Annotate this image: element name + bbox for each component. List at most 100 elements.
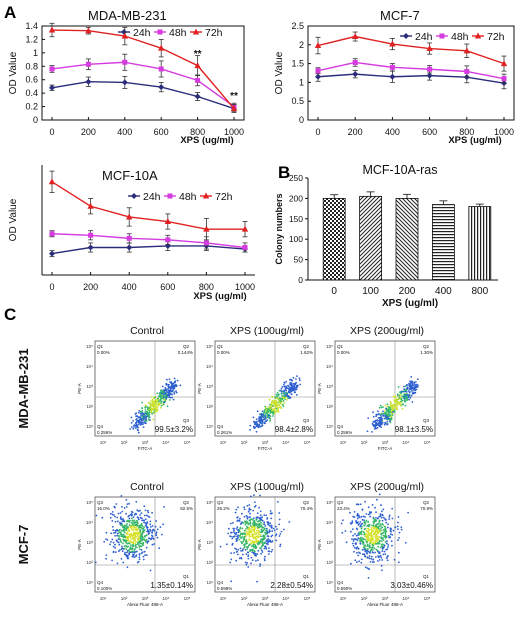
legend-label: 24h — [133, 27, 151, 39]
legend-label: 48h — [451, 31, 469, 43]
x-decade-tick: 10² — [121, 596, 128, 601]
series-line-24h — [51, 245, 246, 255]
column-title: XPS (100ug/ml) — [230, 325, 304, 337]
quadrant-value: 1.62% — [300, 350, 313, 355]
axis-decade-ticks: 10¹ 10¹ 10² 10² 10³ 10³ 10⁴ 10⁴ 10⁵ 10⁵ — [86, 500, 191, 601]
quadrant-label: Q2 — [423, 344, 430, 349]
y-tick-label: 250 — [289, 173, 303, 183]
event-dots — [249, 375, 302, 433]
quadrant-label: Q1 — [337, 344, 344, 349]
x-tick-label: 800 — [459, 127, 474, 137]
event-dots — [366, 376, 419, 433]
y-decade-tick: 10¹ — [326, 424, 333, 429]
quadrant-label: Q4 — [97, 424, 104, 429]
plot-frame — [41, 25, 245, 121]
y-tick-label: 0.8 — [25, 61, 38, 71]
quadrant-label: Q1 — [303, 574, 310, 579]
data-point — [194, 93, 201, 100]
x-tick-label: 600 — [422, 127, 437, 137]
x-decade-tick: 10⁵ — [304, 440, 311, 445]
plot-frame — [334, 496, 436, 593]
chart-mcf-10a-ras: 0 50 100 150 200 250 0 100 200 400 800 MCF-10A-ras X… — [274, 163, 498, 309]
quadrant-label: Q2 — [303, 500, 310, 505]
legend-marker — [439, 33, 445, 39]
quadrant-label: Q3 — [337, 500, 344, 505]
x-tick-label: 600 — [160, 282, 175, 292]
y-decade-tick: 10³ — [86, 384, 93, 389]
quadrant-label: Q1 — [97, 344, 104, 349]
y-tick-label: 2.5 — [291, 21, 304, 31]
y-tick-label: 1 — [299, 77, 304, 87]
legend-marker — [403, 33, 409, 39]
y-decade-tick: 10² — [206, 404, 213, 409]
x-tick-label: 600 — [154, 127, 169, 137]
data-point — [121, 79, 128, 86]
y-tick-label: 150 — [289, 214, 303, 224]
chart-title: MCF-10A — [102, 168, 158, 183]
plot-frame — [307, 25, 515, 121]
data-point — [85, 61, 91, 67]
quadrant-value: 0.256% — [97, 430, 112, 435]
quadrant-label: Q1 — [217, 344, 224, 349]
series-line-72h — [317, 35, 505, 65]
row-label: MDA-MB-231 — [16, 348, 31, 428]
significance-marker: ** — [194, 49, 202, 60]
x-axis-label: Alexa Fluor 488-A — [367, 602, 403, 607]
x-tick-label: 800 — [190, 127, 205, 137]
x-decade-tick: 10³ — [142, 440, 149, 445]
quadrant-label: Q1 — [183, 574, 190, 579]
quadrant-label: Q2 — [183, 500, 190, 505]
legend-marker — [192, 28, 200, 35]
y-decade-tick: 10¹ — [206, 424, 213, 429]
legend-label: 72h — [487, 31, 505, 43]
row-label: MCF-7 — [16, 525, 31, 565]
y-tick-label: 50 — [294, 255, 304, 265]
y-decade-tick: 10³ — [206, 540, 213, 545]
main-percentage: 99.5±3.2% — [155, 425, 193, 434]
quadrant-label: Q2 — [423, 500, 430, 505]
axis-decade-ticks: 10¹ 10¹ 10² 10² 10³ 10³ 10⁴ 10⁴ 10⁵ 10⁵ — [326, 344, 431, 445]
bar — [468, 206, 492, 281]
event-dots — [340, 493, 409, 579]
x-decade-tick: 10⁵ — [424, 596, 431, 601]
y-decade-tick: 10³ — [86, 540, 93, 545]
y-axis-label: OD Value — [274, 51, 285, 94]
quadrant-value: 0.598% — [217, 586, 232, 591]
column-title: XPS (200ug/ml) — [350, 325, 424, 337]
x-decade-tick: 10² — [121, 440, 128, 445]
x-decade-tick: 10⁴ — [283, 440, 290, 445]
y-decade-tick: 10⁵ — [86, 344, 93, 349]
quadrant-value: 0.00% — [97, 350, 110, 355]
y-decade-tick: 10⁴ — [206, 364, 213, 369]
quadrant-value: 23.4% — [337, 506, 350, 511]
y-axis-label: OD Value — [8, 51, 19, 94]
x-tick-label: 200 — [399, 286, 416, 297]
main-percentage: 2.28±0.54% — [270, 581, 313, 590]
y-decade-tick: 10³ — [326, 540, 333, 545]
x-tick-label: 400 — [122, 282, 137, 292]
quadrant-label: Q4 — [337, 424, 344, 429]
data-point — [463, 47, 470, 54]
y-tick-label: 0.6 — [25, 75, 38, 85]
quadrant-value: 16.0% — [97, 506, 110, 511]
y-tick-label: 0 — [33, 115, 38, 125]
x-axis-label: Alexa Fluor 488-A — [247, 602, 283, 607]
x-axis-label: XPS (ug/ml) — [448, 135, 501, 146]
data-point — [49, 84, 55, 91]
series-line-24h — [317, 73, 505, 84]
data-point — [158, 44, 165, 51]
x-tick-label: 200 — [81, 127, 96, 137]
y-decade-tick: 10⁴ — [86, 520, 93, 525]
y-tick-label: 0.5 — [291, 96, 304, 106]
x-axis-label: XPS (ug/ml) — [193, 291, 246, 302]
y-axis-label: Colony numbers — [274, 193, 284, 264]
quadrant-value: 82.5% — [180, 506, 193, 511]
y-axis-label: PE-A — [77, 539, 82, 550]
plot-frame — [94, 496, 196, 593]
y-decade-tick: 10² — [326, 560, 333, 565]
data-point — [314, 42, 322, 49]
x-decade-tick: 10¹ — [100, 440, 107, 445]
x-tick-label: 0 — [315, 127, 320, 137]
event-dots — [129, 377, 182, 434]
